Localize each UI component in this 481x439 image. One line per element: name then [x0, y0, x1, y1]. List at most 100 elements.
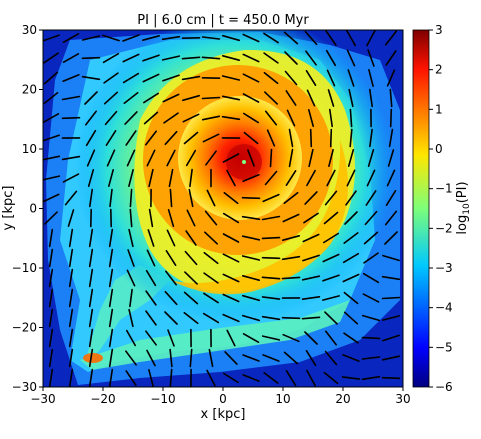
polarization-vector	[222, 34, 240, 42]
polarization-vector	[129, 208, 133, 228]
polarization-vector	[304, 331, 318, 345]
polarization-vector	[48, 288, 54, 308]
polarization-vector	[48, 328, 54, 348]
polarization-vector	[343, 332, 359, 344]
polarization-vector	[201, 56, 221, 60]
polarization-vector	[68, 288, 74, 308]
polarization-vector	[86, 149, 96, 167]
polarization-vector	[104, 110, 118, 126]
polarization-vector	[81, 56, 101, 60]
polarization-vector	[366, 30, 376, 47]
polarization-vector	[103, 72, 119, 84]
x-axis-ticks: −30 −20 −10 0 10 20 30	[30, 387, 411, 406]
polarization-vector	[282, 333, 300, 343]
polarization-vector	[201, 115, 221, 121]
polarization-vector	[162, 93, 180, 103]
polarization-vector	[108, 268, 114, 288]
polarization-vector	[206, 189, 216, 207]
polarization-vector	[202, 133, 220, 143]
polarization-vector	[324, 350, 338, 366]
colorbar-tick-label: 2	[435, 63, 443, 77]
polarization-vector	[261, 215, 281, 221]
polarization-vector	[286, 109, 296, 127]
polarization-vector	[262, 354, 280, 362]
polarization-vector	[122, 72, 140, 84]
polarization-vector	[263, 71, 279, 85]
polarization-vector	[48, 348, 54, 368]
polarization-vector	[222, 212, 240, 224]
polarization-vector	[263, 91, 279, 105]
polarization-vector	[88, 348, 94, 368]
polarization-vector	[382, 254, 400, 262]
polarization-vector	[145, 330, 157, 346]
polarization-vector	[169, 348, 173, 368]
polarization-vector	[204, 231, 218, 245]
polarization-vector	[226, 329, 236, 347]
polarization-vector	[143, 111, 159, 125]
polarization-vector	[146, 349, 156, 367]
polarization-vector	[384, 210, 398, 226]
polarization-vector	[344, 211, 358, 225]
polarization-vector	[345, 30, 357, 47]
colorbar-tick-label: −5	[435, 340, 453, 354]
polarization-vector	[103, 91, 119, 105]
polarization-vector	[48, 228, 54, 248]
polarization-vector	[182, 94, 200, 102]
y-axis-label: y [kpc]	[1, 186, 16, 231]
polarization-vector	[308, 148, 314, 168]
polarization-vector	[43, 71, 59, 85]
polarization-vector	[301, 275, 321, 281]
polarization-vector	[68, 228, 74, 248]
polarization-vector	[361, 356, 381, 360]
polarization-vector	[242, 33, 260, 43]
polarization-vector	[388, 128, 394, 148]
polarization-vector	[386, 169, 396, 187]
polarization-vector	[125, 370, 137, 386]
polarization-vector	[305, 70, 317, 86]
polarization-vector	[81, 35, 101, 41]
colorbar-tick-label: 1	[435, 102, 443, 116]
polarization-vector	[123, 92, 139, 104]
polarization-vector	[281, 255, 301, 261]
polarization-vector	[343, 232, 359, 244]
polarization-vector	[269, 148, 273, 168]
polarization-vector	[342, 252, 360, 264]
polarization-vector	[222, 293, 240, 303]
polarization-vector	[67, 209, 75, 227]
polarization-vector	[283, 351, 299, 365]
polarization-vector	[146, 249, 156, 267]
y-tick-label: 30	[22, 23, 37, 37]
polarization-vector	[161, 55, 181, 61]
polarization-vector	[281, 235, 301, 241]
polarization-vector	[345, 190, 357, 206]
polarization-vector	[301, 295, 321, 301]
polarization-vector	[183, 291, 199, 305]
y-tick-label: 20	[22, 83, 37, 97]
polarization-vector	[285, 369, 297, 387]
polarization-vector	[285, 90, 297, 106]
polarization-vector	[281, 316, 301, 320]
polarization-vector	[201, 36, 221, 40]
polarization-vector	[108, 248, 114, 268]
polarization-vector	[302, 254, 320, 262]
polarization-vector	[389, 88, 393, 108]
polarization-vector	[264, 110, 278, 126]
polarization-vector	[109, 188, 113, 208]
polarization-vector	[167, 329, 175, 347]
polarization-vector	[283, 31, 299, 45]
polarization-vector	[164, 311, 178, 325]
polarization-vector	[389, 108, 393, 128]
polarization-vector	[166, 149, 176, 167]
y-tick-label: −20	[12, 321, 37, 335]
core-hot-spot	[242, 160, 246, 164]
polarization-vector	[205, 150, 217, 166]
polarization-vector	[108, 368, 114, 387]
colorbar	[412, 29, 430, 388]
polarization-vector	[322, 274, 340, 282]
polarization-vector	[283, 192, 299, 204]
colorbar-label: log10(PI)	[455, 181, 472, 234]
polarization-vector	[108, 169, 114, 187]
polarization-vector	[203, 292, 219, 304]
polarization-vector	[304, 191, 318, 205]
polarization-vector	[242, 332, 260, 344]
